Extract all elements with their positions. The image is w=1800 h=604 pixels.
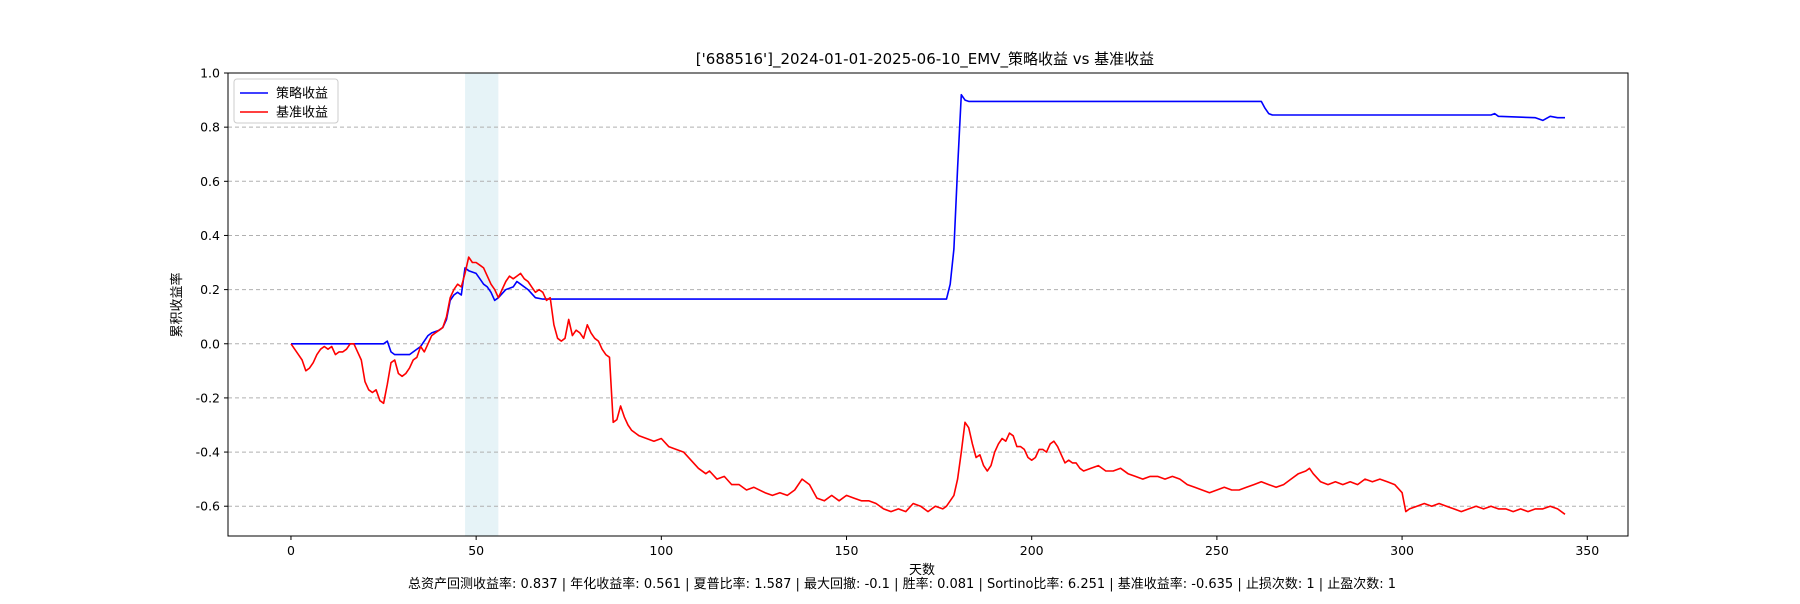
x-tick-label: 250: [1205, 543, 1229, 558]
x-tick-label: 0: [287, 543, 295, 558]
series-line-strategy: [291, 93, 1565, 356]
y-axis-label: 累积收益率: [169, 272, 185, 337]
x-tick-label: 100: [649, 543, 673, 558]
y-tick-label: 0.0: [200, 336, 220, 351]
y-tick-label: 0.8: [200, 120, 220, 135]
metrics-summary: 总资产回测收益率: 0.837 | 年化收益率: 0.561 | 夏普比率: 1…: [408, 576, 1396, 592]
y-tick-label: 1.0: [200, 66, 220, 81]
x-tick-label: 50: [468, 543, 484, 558]
y-tick-label: 0.2: [200, 282, 220, 297]
y-tick-label: -0.4: [196, 445, 220, 460]
series-line-benchmark: [290, 256, 1566, 515]
x-tick-label: 300: [1390, 543, 1414, 558]
x-tick-label: 200: [1020, 543, 1044, 558]
x-tick-label: 350: [1575, 543, 1599, 558]
x-axis-label: 天数: [909, 563, 935, 578]
y-tick-label: 0.4: [200, 228, 220, 243]
legend-label-strategy: 策略收益: [276, 86, 328, 102]
y-tick-label: -0.2: [196, 390, 220, 405]
plot-area: 0 50 100 150 200 250 300 350 1.0 0.8 0.6 0.4 0.2 0.0 -…: [196, 66, 1629, 558]
chart-title: ['688516']_2024-01-01-2025-06-10_EMV_策略收…: [696, 50, 1154, 69]
legend-label-benchmark: 基准收益: [276, 106, 328, 121]
y-tick-label: -0.6: [196, 499, 220, 514]
axes-frame: [227, 72, 1629, 537]
x-tick-label: 150: [835, 543, 859, 558]
y-tick-label: 0.6: [200, 174, 220, 189]
highlight-span: [465, 73, 499, 536]
